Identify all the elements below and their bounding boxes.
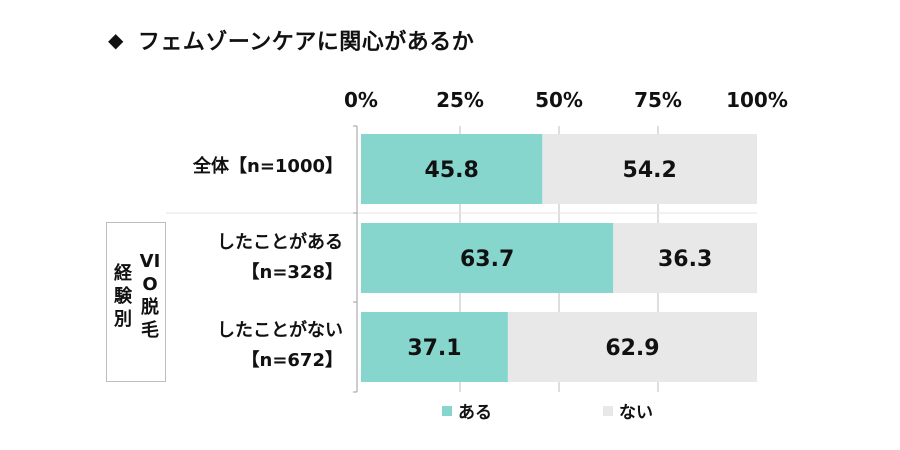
bar-nai: [507, 312, 757, 382]
group-label-box: [106, 222, 166, 382]
legend-label-aru: ある: [458, 403, 492, 423]
x-tick-label: 0%: [344, 88, 378, 112]
data-label: 37.1: [407, 336, 461, 361]
row-label-experienced: したことがある 【n=328】: [217, 228, 343, 288]
data-label: 62.9: [605, 336, 659, 361]
row-label-line1: 全体【n=1000】: [193, 156, 343, 177]
bar-nai: [542, 134, 757, 204]
data-label: 45.8: [425, 158, 479, 183]
diamond-icon: ◆: [108, 28, 124, 52]
row-label-line1: したことがある: [217, 232, 343, 253]
data-label: 54.2: [623, 158, 677, 183]
x-tick-label: 75%: [634, 88, 682, 112]
row-label-not-experienced: したことがない 【n=672】: [217, 316, 343, 376]
legend-label-nai: ない: [619, 403, 653, 423]
legend-item-nai: ない: [603, 398, 653, 423]
data-label: 63.7: [460, 247, 514, 272]
bar-aru: [361, 312, 508, 382]
legend-swatch-nai: [603, 405, 613, 416]
data-label: 36.3: [658, 247, 712, 272]
group-label-col2: 経験別: [114, 263, 132, 330]
x-tick-label: 50%: [535, 88, 583, 112]
chart-title-text: フェムゾーンケアに関心があるか: [137, 30, 475, 55]
legend-swatch-aru: [442, 405, 452, 416]
row-label-line2: 【n=328】: [241, 262, 343, 283]
x-tick-label: 100%: [726, 88, 788, 112]
row-label-total: 全体【n=1000】: [193, 152, 343, 182]
bar-aru: [361, 223, 614, 293]
bar-nai: [613, 223, 757, 293]
legend-item-aru: ある: [442, 398, 492, 423]
row-label-line2: 【n=672】: [241, 350, 343, 371]
row-label-line1: したことがない: [217, 320, 343, 341]
x-tick-label: 25%: [436, 88, 484, 112]
group-label-col1: VIO脱毛: [139, 251, 161, 341]
bar-aru: [361, 134, 543, 204]
chart-title: ◆ フェムゾーンケアに関心があるか: [108, 24, 474, 56]
